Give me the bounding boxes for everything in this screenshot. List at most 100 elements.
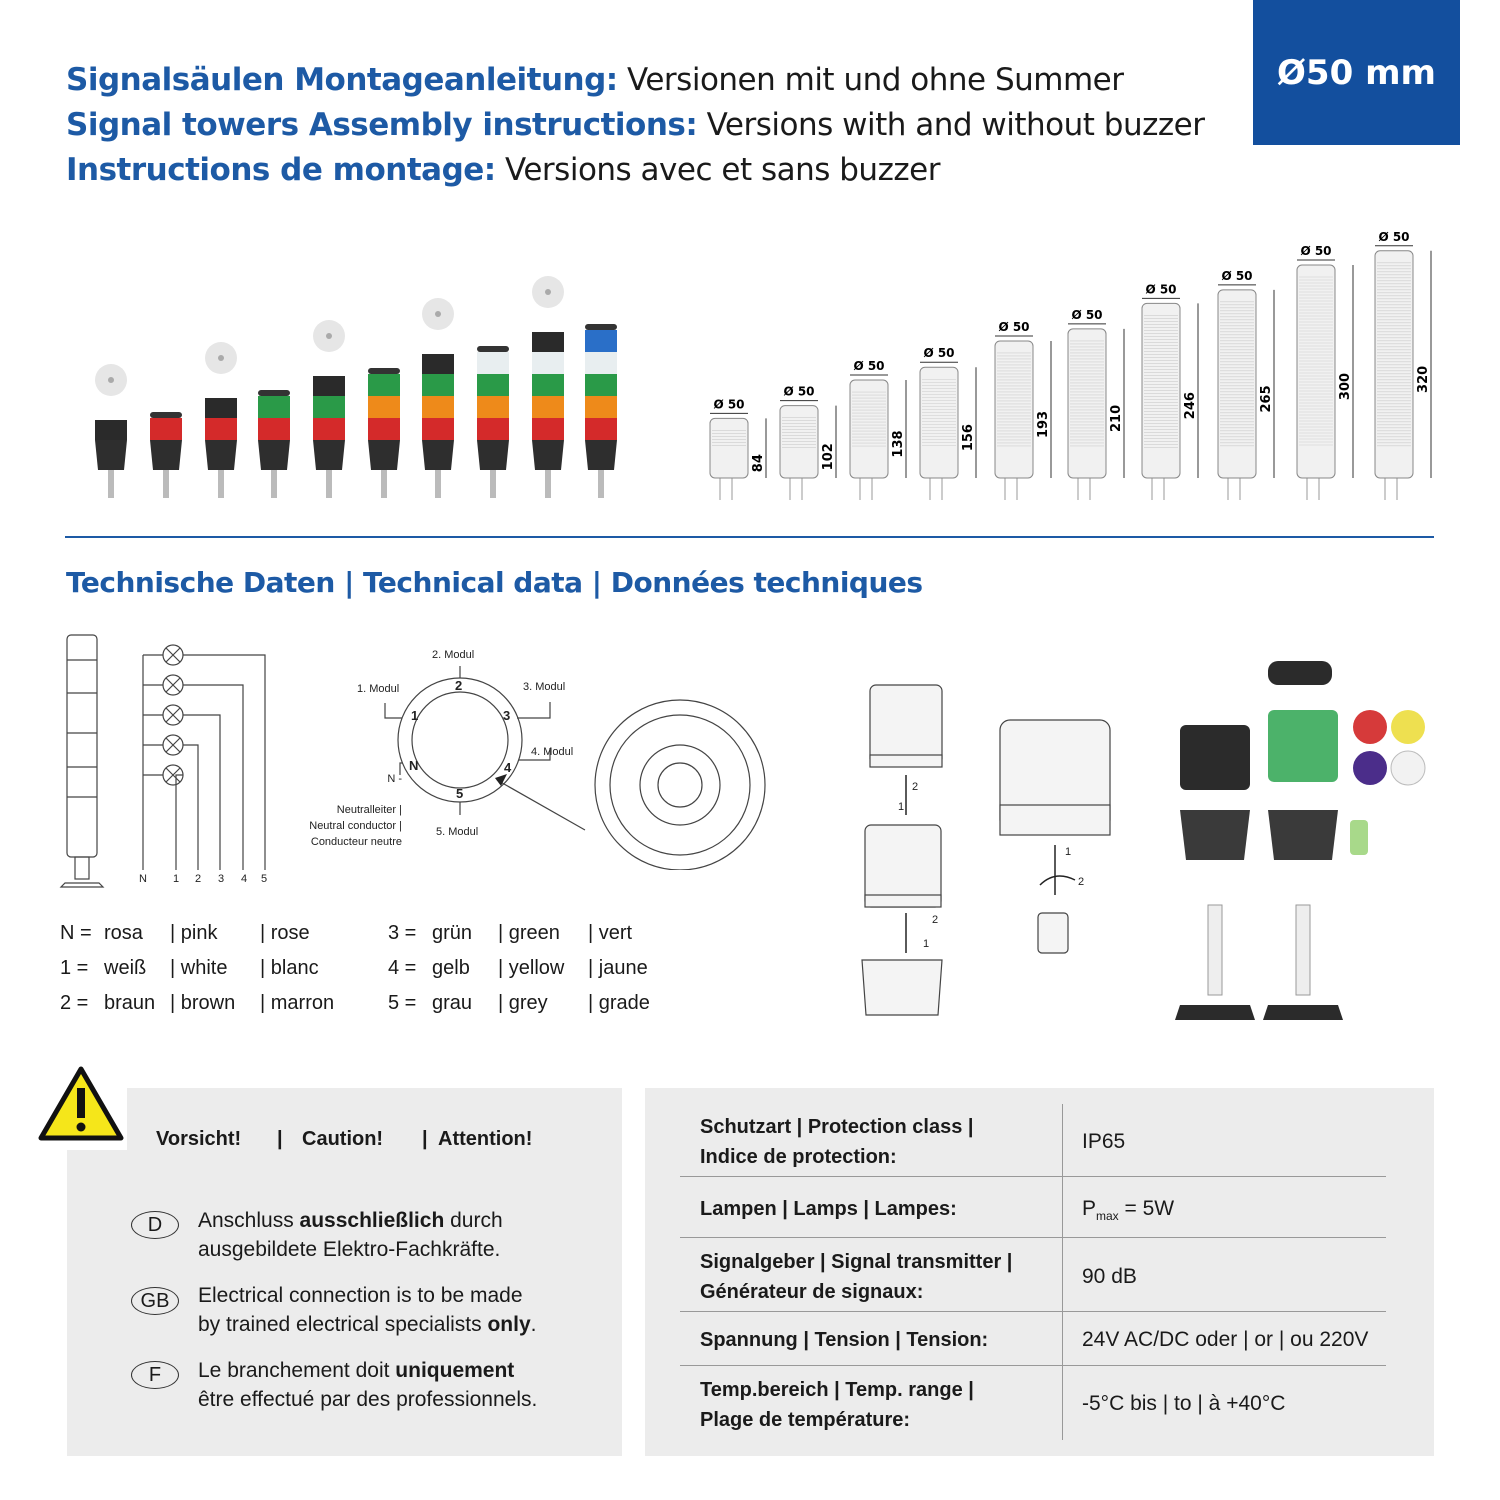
legend-code: 4 =: [388, 957, 417, 979]
light-module: [422, 396, 454, 418]
lang-badge-f: F: [131, 1361, 179, 1389]
diameter-label: Ø 50: [1145, 282, 1176, 296]
legend-en: | green: [498, 922, 560, 944]
light-module: [368, 418, 400, 440]
legend-code: N =: [60, 922, 92, 944]
ring-number-4: 4: [504, 760, 512, 775]
step-label: 1: [1065, 846, 1071, 858]
neutral-en: Neutral conductor |: [309, 820, 402, 832]
spec-label-lamps: Lampen | Lamps | Lampes:: [700, 1198, 957, 1220]
legend-en: | pink: [170, 922, 218, 944]
legend-de: gelb: [432, 957, 470, 979]
step-label: 1: [923, 938, 929, 950]
row-divider: [680, 1237, 1386, 1238]
legend-de: braun: [104, 992, 156, 1014]
section-title: Technische Daten | Technical data | Donn…: [66, 566, 923, 599]
legend-fr: | blanc: [260, 957, 319, 979]
product-tower: [532, 332, 564, 498]
column-divider: [1062, 1104, 1063, 1440]
spec-value-temperature: -5°C bis | to | à +40°C: [1082, 1392, 1286, 1415]
spec-label-signal: Signalgeber | Signal transmitter | Généra…: [700, 1251, 1013, 1303]
diameter-label: Ø 50: [998, 320, 1029, 334]
green-module: [1268, 710, 1338, 782]
diameter-label: Ø 50: [1300, 244, 1331, 258]
buzzer-module: [532, 332, 564, 352]
module-ring-diagram: 1. Modul 2. Modul 3. Modul 4. Modul 5. M…: [309, 649, 766, 870]
ring-number-5: 5: [456, 786, 463, 801]
height-label: 84: [751, 454, 766, 472]
buzzer-module: [313, 376, 345, 396]
caution-en: Caution!: [302, 1128, 384, 1150]
terminal-3: 3: [218, 873, 224, 885]
product-tower: [150, 412, 182, 498]
lang-badge-d: D: [131, 1211, 179, 1239]
legend-en: | grey: [498, 992, 548, 1014]
cap: [1268, 661, 1332, 685]
row-divider: [680, 1365, 1386, 1366]
diameter-badge: Ø50 mm: [1253, 0, 1460, 145]
spec-label-voltage: Spannung | Tension | Tension:: [700, 1329, 989, 1351]
light-module: [150, 418, 182, 440]
row-divider: [680, 1311, 1386, 1312]
light-module: [585, 374, 617, 396]
step-label: 2: [912, 781, 918, 793]
module-2-label: 2. Modul: [432, 649, 474, 661]
light-module: [205, 418, 237, 440]
terminal-2: 2: [195, 873, 201, 885]
dimension-drawing: Ø 50 84: [709, 397, 767, 500]
title-de: Signalsäulen Montageanleitung: Versionen…: [66, 62, 1124, 98]
product-tower: [368, 368, 400, 498]
note-de: Anschluss ausschließlich durch ausgebilde…: [198, 1209, 503, 1261]
lang-badge-gb: GB: [131, 1287, 179, 1315]
diameter-label: Ø 50: [923, 346, 954, 360]
light-module: [532, 374, 564, 396]
dimension-drawing: Ø 50 102: [779, 385, 837, 500]
note-fr: Le branchement doit uniquement être effec…: [198, 1359, 538, 1411]
light-module: [532, 418, 564, 440]
black-module: [1180, 725, 1250, 790]
light-module: [313, 396, 345, 418]
section-divider: [65, 536, 1434, 538]
light-module: [258, 418, 290, 440]
height-label: 156: [961, 424, 976, 451]
light-module: [368, 374, 400, 396]
module-4-label: 4. Modul: [531, 746, 573, 758]
height-label: 246: [1183, 392, 1198, 419]
step-label: 1: [898, 801, 904, 813]
dimension-drawing: Ø 50 320: [1374, 230, 1432, 500]
dimension-drawing: Ø 50 300: [1296, 244, 1354, 500]
spec-value-lamps: Pmax = 5W: [1082, 1197, 1175, 1224]
dimension-drawings: Ø 50 84 Ø 50 102 Ø 50 138 Ø 50 156 Ø 50 193 Ø 50 21…: [709, 230, 1432, 500]
spec-value-signal: 90 dB: [1082, 1265, 1137, 1288]
step-label: 2: [1078, 876, 1084, 888]
legend-en: | yellow: [498, 957, 565, 979]
diameter-label: Ø 50: [1221, 269, 1252, 283]
height-label: 320: [1416, 366, 1431, 393]
height-label: 193: [1036, 411, 1051, 438]
dimension-drawing: Ø 50 138: [849, 359, 907, 500]
spec-value-protection: IP65: [1082, 1130, 1126, 1153]
buzzer-module: [422, 354, 454, 374]
title-en: Signal towers Assembly instructions: Ver…: [66, 107, 1205, 143]
neutral-label: N -: [387, 773, 402, 785]
note-en: Electrical connection is to be made by tr…: [198, 1284, 537, 1336]
ring-number-1: 1: [411, 708, 418, 723]
spec-label-temperature: Temp.bereich | Temp. range | Plage de tem…: [700, 1379, 974, 1431]
ring-number-n: N: [409, 758, 418, 773]
module-1-label: 1. Modul: [357, 683, 399, 695]
light-module: [532, 396, 564, 418]
dimension-drawing: Ø 50 156: [919, 346, 977, 500]
product-tower: [95, 420, 127, 498]
height-label: 210: [1109, 405, 1124, 432]
dimension-drawing: Ø 50 193: [994, 320, 1052, 500]
caution-fr: Attention!: [438, 1128, 533, 1150]
light-module: [477, 418, 509, 440]
legend-en: | brown: [170, 992, 236, 1014]
dimension-drawing: Ø 50 210: [1067, 308, 1125, 500]
light-module: [422, 418, 454, 440]
light-module: [313, 418, 345, 440]
step-label: 2: [932, 914, 938, 926]
warning-icon: [38, 1066, 124, 1141]
light-module: [422, 374, 454, 396]
diameter-label: Ø 50: [1378, 230, 1409, 244]
